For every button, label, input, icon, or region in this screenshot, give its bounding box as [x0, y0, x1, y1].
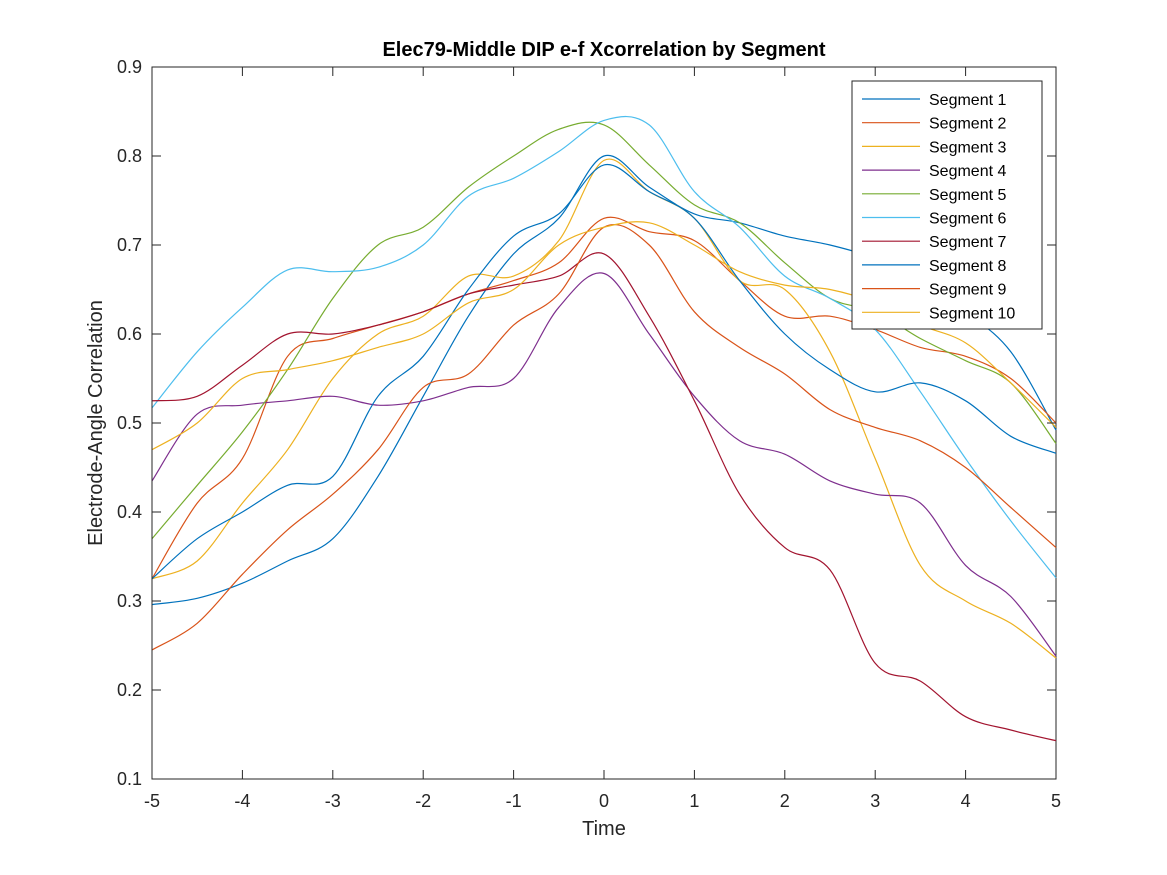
- x-tick-label: -5: [144, 791, 160, 811]
- series-line-segment-5: [151, 121, 1057, 540]
- y-tick-label: 0.9: [117, 57, 142, 77]
- x-tick-label: -4: [234, 791, 250, 811]
- y-tick-label: 0.1: [117, 769, 142, 789]
- legend-label-segment-3: Segment 3: [929, 139, 1006, 156]
- series-line-segment-4: [151, 272, 1057, 657]
- x-tick-label: -1: [506, 791, 522, 811]
- x-axis-label: Time: [582, 818, 626, 840]
- y-tick-label: 0.8: [117, 146, 142, 166]
- series-line-segment-9: [151, 223, 1057, 651]
- y-tick-label: 0.4: [117, 502, 142, 522]
- x-tick-label: 0: [599, 791, 609, 811]
- axes: -5 -4 -3 -2 -1 0 1 2 3 4 5 0.1 0.2 0.3 0.4 0.5 0.6 0.7 0.8…: [117, 57, 1061, 811]
- legend-label-segment-6: Segment 6: [929, 211, 1006, 228]
- legend-label-segment-7: Segment 7: [929, 234, 1006, 251]
- x-tick-label: -2: [415, 791, 431, 811]
- y-tick-label: 0.5: [117, 413, 142, 433]
- legend-label-segment-1: Segment 1: [929, 92, 1006, 109]
- x-tick-label: 2: [780, 791, 790, 811]
- x-tick-label: 1: [689, 791, 699, 811]
- series-line-segment-3: [151, 158, 1057, 659]
- y-tick-label: 0.2: [117, 680, 142, 700]
- y-tick-label: 0.7: [117, 235, 142, 255]
- series-line-segment-8: [151, 164, 1057, 580]
- series-line-segment-6: [151, 115, 1057, 579]
- x-tick-label: 3: [870, 791, 880, 811]
- legend-label-segment-5: Segment 5: [929, 187, 1006, 204]
- legend-label-segment-2: Segment 2: [929, 116, 1006, 133]
- chart-title: Elec79-Middle DIP e-f Xcorrelation by Se…: [382, 39, 825, 61]
- x-tick-label: 5: [1051, 791, 1061, 811]
- y-tick-label: 0.6: [117, 324, 142, 344]
- legend: Segment 1 Segment 2 Segment 3 Segment 4 Segm…: [851, 80, 1043, 330]
- series-line-segment-7: [151, 252, 1057, 742]
- legend-label-segment-9: Segment 9: [929, 282, 1006, 299]
- y-tick-label: 0.3: [117, 591, 142, 611]
- legend-label-segment-8: Segment 8: [929, 258, 1006, 275]
- legend-label-segment-4: Segment 4: [929, 163, 1006, 180]
- x-tick-label: 4: [961, 791, 971, 811]
- series-group: [151, 115, 1057, 742]
- x-tick-label: -3: [325, 791, 341, 811]
- y-axis-label: Electrode-Angle Correlation: [85, 300, 107, 546]
- series-line-segment-2: [151, 216, 1057, 580]
- legend-label-segment-10: Segment 10: [929, 305, 1015, 322]
